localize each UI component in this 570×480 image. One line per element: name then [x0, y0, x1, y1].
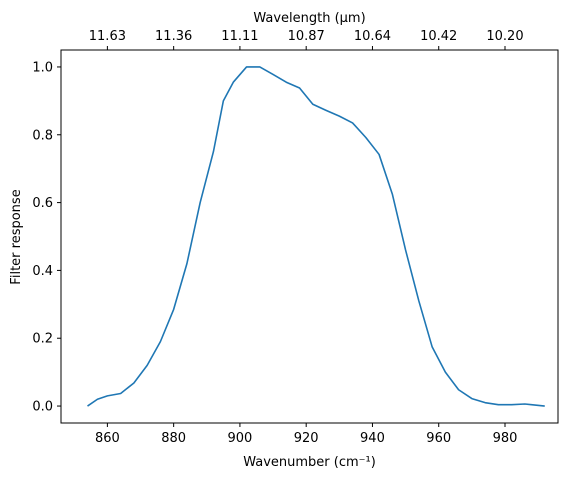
top-tick-label: 10.20 [486, 29, 523, 44]
top-tick-label: 11.63 [89, 29, 126, 44]
y-axis-ticks: 0.0 0.2 0.4 0.6 0.8 1.0 [32, 60, 61, 415]
y-tick-label: 0.6 [32, 196, 53, 211]
top-tick-label: 10.87 [288, 29, 325, 44]
y-axis-label: Filter response [9, 189, 24, 284]
series-line-0 [87, 66, 545, 407]
x-tick-label: 860 [95, 431, 120, 446]
top-tick-label: 10.42 [420, 29, 457, 44]
x-tick-label: 920 [294, 431, 319, 446]
y-tick-label: 0.2 [32, 332, 53, 347]
x-tick-label: 900 [228, 431, 253, 446]
x-tick-label: 980 [493, 431, 518, 446]
top-tick-label: 11.11 [221, 29, 258, 44]
top-x-axis-label: Wavelength (μm) [253, 11, 365, 26]
x-tick-label: 940 [360, 431, 385, 446]
top-x-axis-ticks: 11.63 11.36 11.11 10.87 10.64 10.42 10.20 [89, 29, 524, 50]
top-tick-label: 10.64 [354, 29, 391, 44]
y-tick-label: 0.0 [32, 400, 53, 415]
x-axis-label: Wavenumber (cm⁻¹) [243, 455, 376, 470]
x-tick-label: 960 [426, 431, 451, 446]
plot-frame [60, 49, 559, 424]
y-tick-label: 0.4 [32, 264, 53, 279]
y-tick-label: 1.0 [32, 60, 53, 75]
bottom-x-axis-ticks: 860 880 900 920 940 960 980 [95, 423, 517, 446]
x-tick-label: 880 [161, 431, 186, 446]
y-tick-label: 0.8 [32, 128, 53, 143]
top-tick-label: 11.36 [155, 29, 192, 44]
plot-area [87, 66, 545, 407]
